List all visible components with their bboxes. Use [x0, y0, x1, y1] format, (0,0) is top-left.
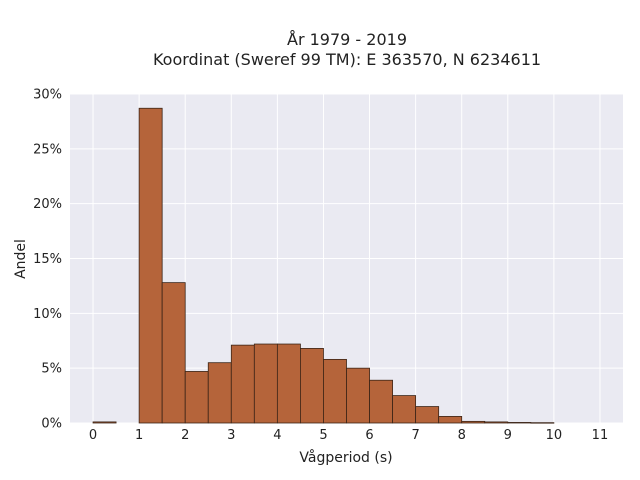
- y-tick-label: 30%: [33, 88, 62, 103]
- x-tick-label: 8: [458, 428, 466, 443]
- x-tick-label: 5: [319, 428, 327, 443]
- histogram-bar: [300, 348, 324, 424]
- histogram-bar: [323, 358, 347, 424]
- histogram-bar: [369, 379, 393, 424]
- histogram-bar: [415, 406, 440, 424]
- histogram-bar: [438, 416, 463, 424]
- y-axis-label: Andel: [13, 239, 29, 279]
- x-tick-label: 0: [89, 428, 97, 443]
- x-tick-label: 4: [273, 428, 281, 443]
- x-tick-label: 1: [135, 428, 143, 443]
- x-axis-label: Vågperiod (s): [299, 449, 392, 466]
- x-tick-label: 10: [546, 428, 563, 443]
- histogram-bar: [530, 422, 555, 424]
- histogram-bar: [184, 371, 209, 424]
- histogram-bar: [507, 422, 532, 424]
- x-tick-label: 2: [181, 428, 189, 443]
- y-tick-label: 5%: [41, 362, 62, 377]
- bars: [92, 107, 555, 424]
- y-tick-label: 15%: [33, 252, 62, 267]
- y-tick-label: 25%: [33, 142, 62, 157]
- y-axis-ticks: 0% 5% 10% 15% 20% 25% 30%: [33, 88, 62, 432]
- histogram-bar: [253, 343, 278, 424]
- histogram-bar: [207, 362, 232, 424]
- chart-subtitle: Koordinat (Sweref 99 TM): E 363570, N 62…: [153, 50, 541, 69]
- x-tick-label: 3: [227, 428, 235, 443]
- chart-title: År 1979 - 2019: [287, 30, 407, 49]
- x-axis-ticks: 0 1 2 3 4 5 6 7 8 9 10 11: [89, 428, 608, 443]
- x-tick-label: 11: [592, 428, 609, 443]
- histogram-bar: [230, 344, 255, 424]
- x-tick-label: 7: [411, 428, 419, 443]
- histogram-bar: [484, 421, 509, 424]
- histogram-bar: [392, 395, 417, 424]
- histogram-bar: [461, 420, 486, 424]
- histogram-bar: [276, 343, 301, 424]
- histogram-bar: [161, 282, 186, 424]
- x-tick-label: 9: [504, 428, 512, 443]
- histogram-bar: [346, 367, 370, 424]
- y-tick-label: 20%: [33, 197, 62, 212]
- histogram-bar: [138, 107, 163, 424]
- histogram-bar: [92, 421, 117, 424]
- y-tick-label: 10%: [33, 307, 62, 322]
- y-tick-label: 0%: [41, 417, 62, 432]
- x-tick-label: 6: [365, 428, 373, 443]
